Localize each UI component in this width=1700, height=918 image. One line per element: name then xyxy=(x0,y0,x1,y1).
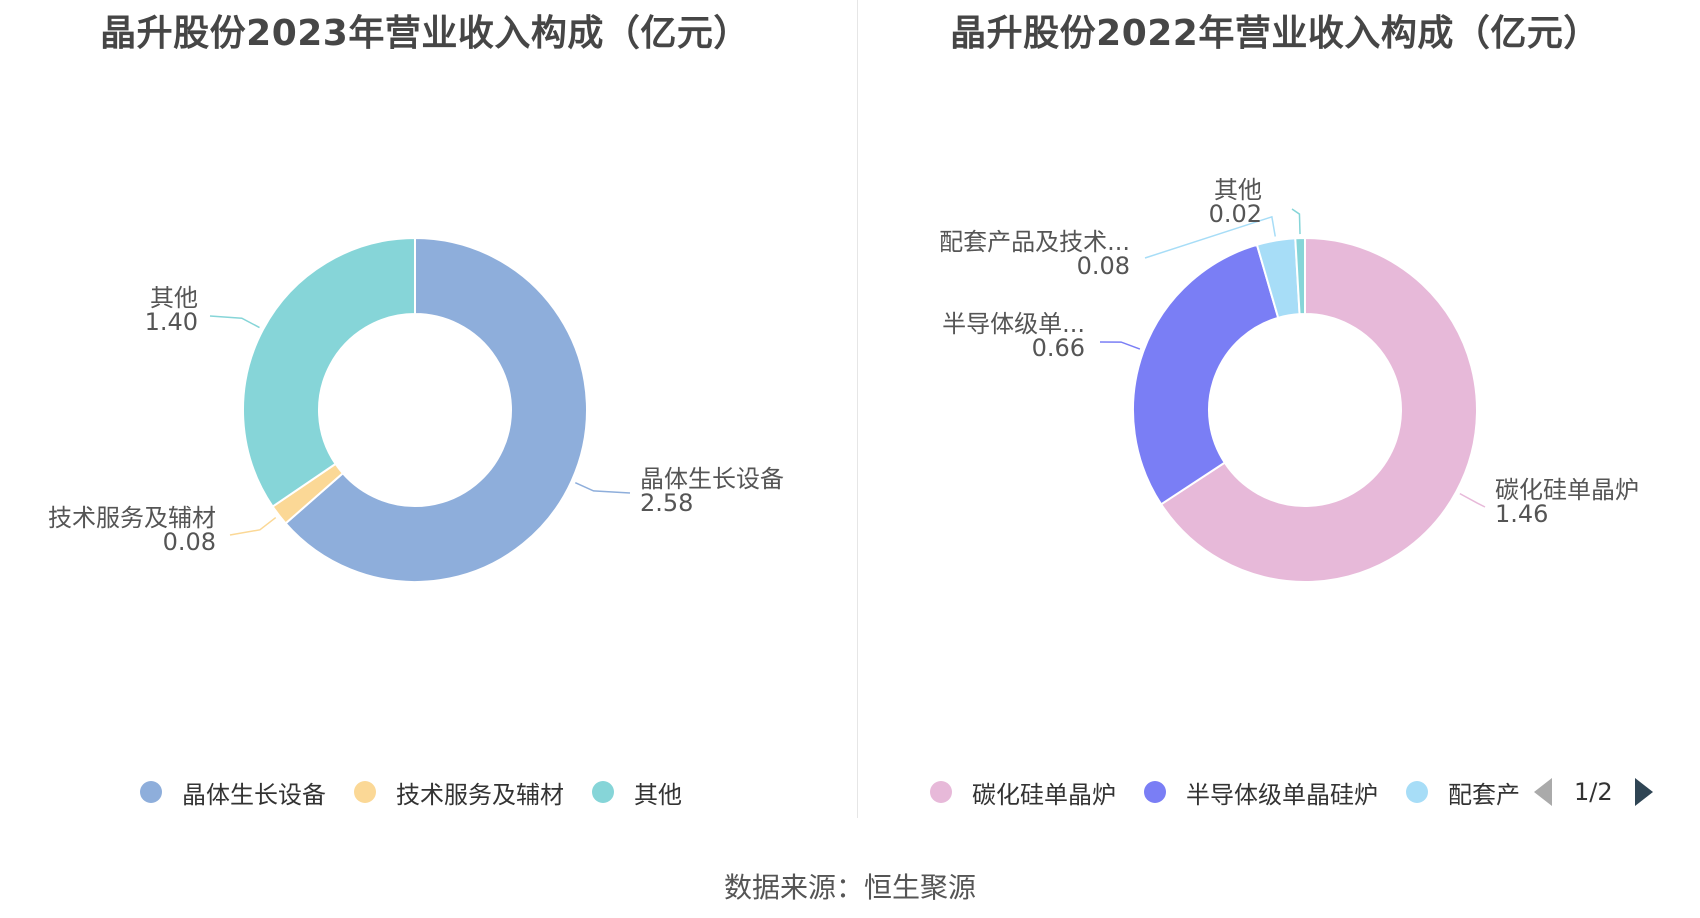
legend-item-semi-furnace[interactable]: 半导体级单晶硅炉 xyxy=(1144,775,1378,810)
slice-value-label: 0.08 xyxy=(163,528,216,556)
legend-marker xyxy=(1406,781,1428,803)
pie-slice[interactable] xyxy=(284,236,588,583)
slice-value-label: 0.08 xyxy=(1077,252,1130,280)
pager-prev-icon[interactable] xyxy=(1534,778,1552,806)
leader-line xyxy=(209,315,260,329)
leader-line xyxy=(1291,208,1301,235)
legend-label: 碳化硅单晶炉 xyxy=(972,780,1116,809)
legend-pager: 1/2 xyxy=(1534,778,1653,806)
leader-line xyxy=(229,516,277,536)
legend-label: 晶体生长设备 xyxy=(182,780,326,809)
slice-value-label: 1.40 xyxy=(145,308,198,336)
pie-slice[interactable] xyxy=(1294,236,1306,316)
slice-label: 半导体级单... xyxy=(942,310,1085,338)
legend-item-tech-service[interactable]: 技术服务及辅材 xyxy=(354,775,564,810)
chart-title-2023: 晶升股份2023年营业收入构成（亿元） xyxy=(100,13,750,54)
pager-next-icon[interactable] xyxy=(1634,778,1653,806)
slice-label: 碳化硅单晶炉 xyxy=(1495,476,1639,504)
pie-slice[interactable] xyxy=(242,236,416,508)
leader-line xyxy=(1459,492,1486,508)
legend-marker xyxy=(592,781,614,803)
legend-marker xyxy=(354,781,376,803)
panel-divider xyxy=(857,0,858,818)
data-source-note: 数据来源：恒生聚源 xyxy=(723,871,976,904)
pie-slice[interactable] xyxy=(1159,236,1478,583)
slice-label: 其他 xyxy=(150,284,198,312)
leader-line xyxy=(1099,341,1141,350)
leader-line xyxy=(1144,215,1276,259)
legend-2023: 晶体生长设备 技术服务及辅材 其他 xyxy=(140,772,710,812)
legend-label: 技术服务及辅材 xyxy=(396,780,564,809)
legend-item-accessories[interactable]: 配套产 xyxy=(1406,775,1520,810)
slice-label: 配套产品及技术... xyxy=(939,228,1130,256)
legend-marker xyxy=(930,781,952,803)
slice-label: 技术服务及辅材 xyxy=(48,504,216,532)
legend-label: 配套产 xyxy=(1448,780,1520,809)
legend-label: 其他 xyxy=(634,780,682,809)
legend-item-crystal-growth[interactable]: 晶体生长设备 xyxy=(140,775,326,810)
chart-title-2022: 晶升股份2022年营业收入构成（亿元） xyxy=(950,13,1600,54)
pager-page-indicator: 1/2 xyxy=(1574,778,1613,806)
pie-slice[interactable] xyxy=(1132,243,1280,506)
chart-panel-2023: 晶升股份2023年营业收入构成（亿元） 晶体生长设备 2.58 技术服务及辅材 0.0… xyxy=(0,0,850,820)
slice-value-label: 0.66 xyxy=(1032,334,1085,362)
legend-item-other[interactable]: 其他 xyxy=(592,775,682,810)
legend-label: 半导体级单晶硅炉 xyxy=(1186,780,1378,809)
leader-line xyxy=(574,481,631,494)
slice-value-label: 2.58 xyxy=(640,489,693,517)
slice-value-label: 1.46 xyxy=(1495,500,1548,528)
legend-marker xyxy=(140,781,162,803)
legend-item-sic-furnace[interactable]: 碳化硅单晶炉 xyxy=(930,775,1116,810)
slice-value-label: 0.02 xyxy=(1209,200,1262,228)
legend-marker xyxy=(1144,781,1166,803)
legend-2022: 碳化硅单晶炉 半导体级单晶硅炉 配套产 1/2 xyxy=(930,772,1653,812)
chart-panel-2022: 晶升股份2022年营业收入构成（亿元） 碳化硅单晶炉 1.46 半导体级单... 0.… xyxy=(850,0,1700,820)
slice-label: 其他 xyxy=(1214,176,1262,204)
slice-label: 晶体生长设备 xyxy=(640,465,784,493)
